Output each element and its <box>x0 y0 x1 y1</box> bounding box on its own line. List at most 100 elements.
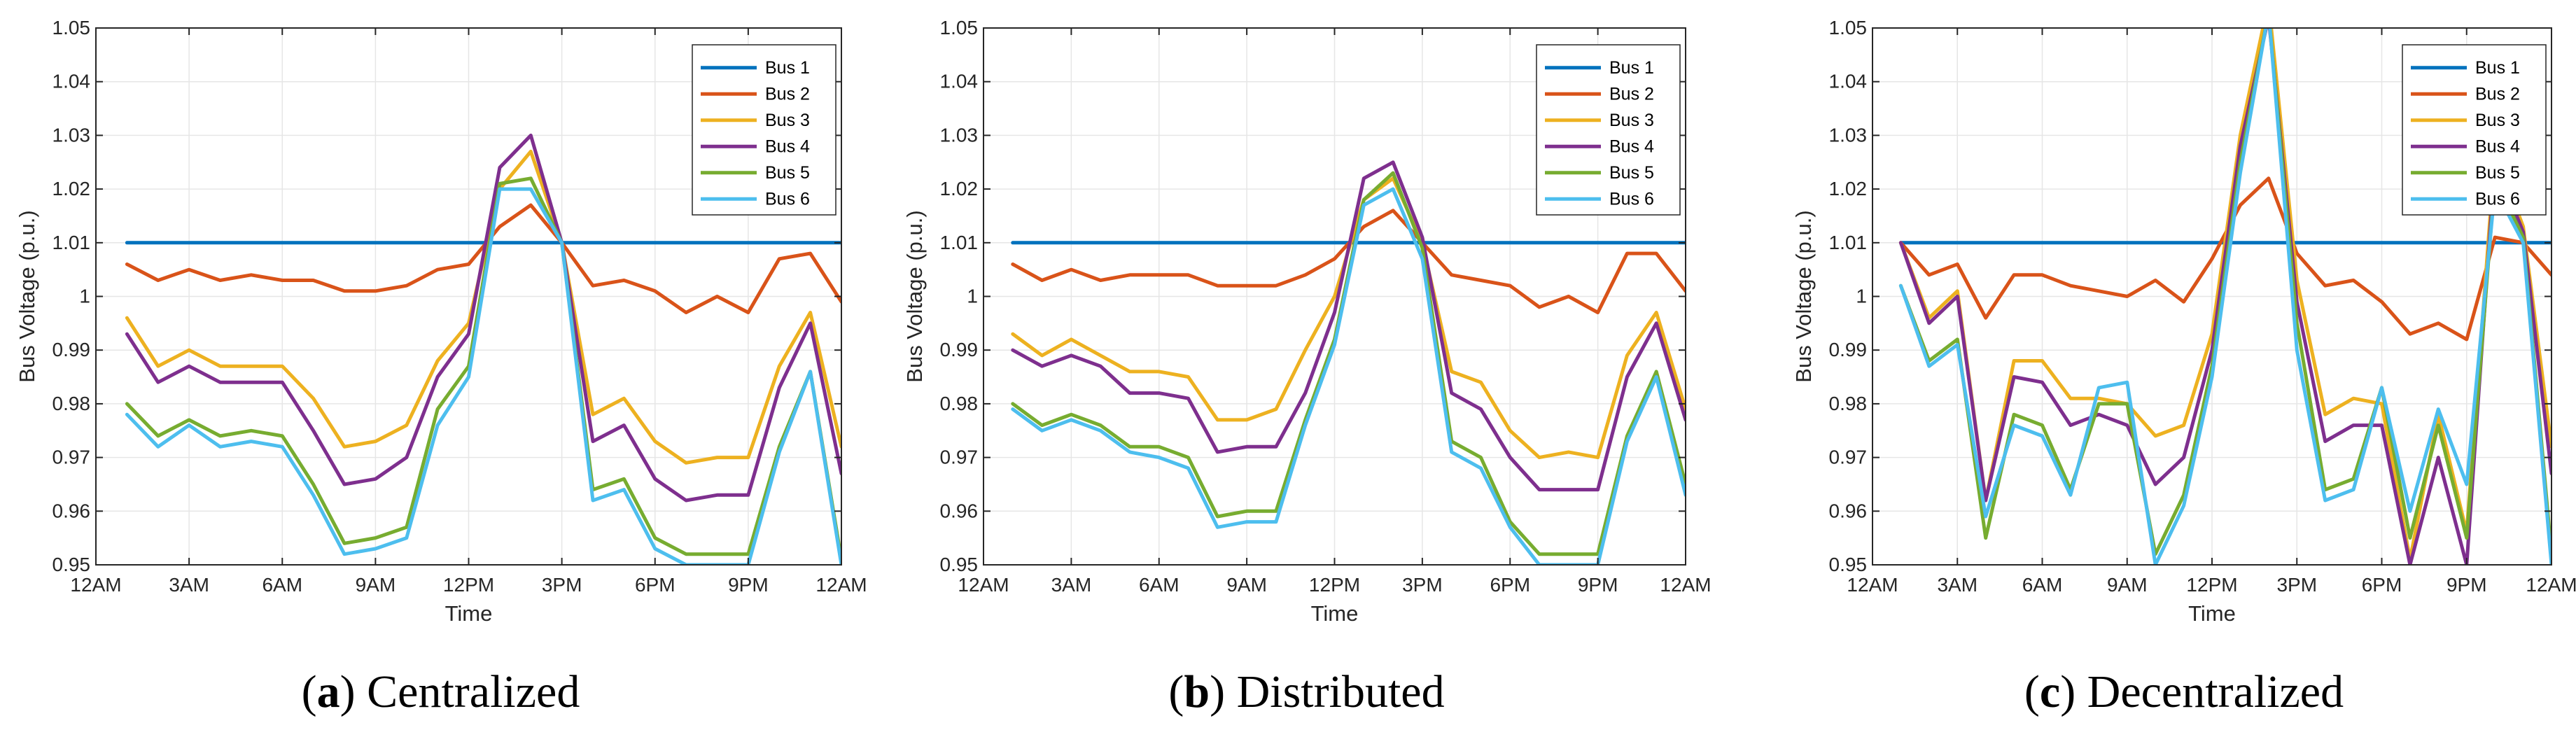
x-tick-label: 3PM <box>542 574 582 596</box>
series-line-bus-5 <box>125 176 841 561</box>
y-tick-label: 1.02 <box>940 178 979 199</box>
caption-paren-close: ) <box>340 666 367 717</box>
caption-paren-open: ( <box>302 666 317 717</box>
caption-letter: c <box>2040 666 2060 717</box>
legend: Bus 1 Bus 2 Bus 3 Bus 4 Bus 5 Bus 6 <box>2402 44 2547 216</box>
y-tick-label: 0.96 <box>52 500 91 521</box>
x-tick-label: 12PM <box>1309 574 1360 596</box>
x-tick-label: 12AM <box>816 574 867 596</box>
series-line-bus-6 <box>1898 28 2552 565</box>
y-tick-label: 0.97 <box>940 447 979 468</box>
x-tick-label: 9PM <box>2446 574 2487 596</box>
y-tick-label: 1 <box>1856 286 1867 307</box>
legend: Bus 1 Bus 2 Bus 3 Bus 4 Bus 5 Bus 6 <box>1536 44 1681 216</box>
legend-box <box>692 44 836 216</box>
x-tick-label: 12AM <box>2526 574 2576 596</box>
x-tick-label: 12PM <box>2186 574 2237 596</box>
chart-panel-b: 0.95 0.96 0.97 0.98 0.99 1 1.01 1.02 1.03 1.04 1.0… <box>902 17 1712 717</box>
y-tick-label: 1.02 <box>1829 178 1868 199</box>
y-axis-title: Bus Voltage (p.u.) <box>15 210 39 382</box>
y-tick-label: 0.99 <box>1829 339 1868 360</box>
x-tick-label: 9PM <box>1578 574 1618 596</box>
x-axis-title: Time <box>1311 601 1359 626</box>
legend-label: Bus 4 <box>1609 136 1654 156</box>
panel-caption: (c) Decentralized <box>2024 666 2344 717</box>
caption-text: Decentralized <box>2087 666 2344 717</box>
legend-label: Bus 2 <box>765 84 810 104</box>
legend: Bus 1 Bus 2 Bus 3 Bus 4 Bus 5 Bus 6 <box>692 44 836 216</box>
caption-text: Centralized <box>367 666 580 717</box>
legend-label: Bus 1 <box>1609 58 1654 78</box>
x-tick-label: 12AM <box>958 574 1009 596</box>
series-group <box>1898 28 2552 565</box>
x-tick-label: 12AM <box>70 574 121 596</box>
legend-label: Bus 6 <box>2475 189 2520 209</box>
y-tick-label: 1.05 <box>1829 17 1868 38</box>
y-tick-label: 0.99 <box>52 339 91 360</box>
x-tick-label: 3AM <box>1051 574 1092 596</box>
y-tick-label: 1 <box>967 286 978 307</box>
y-tick-label: 0.98 <box>940 393 979 414</box>
legend-label: Bus 6 <box>765 189 810 209</box>
legend-label: Bus 3 <box>1609 111 1654 130</box>
legend-label: Bus 3 <box>765 111 810 130</box>
chart-panel-a: 0.95 0.96 0.97 0.98 0.99 1 1.01 1.02 1.03 1.04 1.0… <box>15 17 867 717</box>
x-tick-label: 3PM <box>2276 574 2317 596</box>
x-tick-label: 6PM <box>1490 574 1530 596</box>
chart-panel-c: 0.95 0.96 0.97 0.98 0.99 1 1.01 1.02 1.03 1.04 1.0… <box>1791 17 2576 717</box>
caption-paren-close: ) <box>1210 666 1236 717</box>
y-tick-label: 0.95 <box>1829 554 1868 575</box>
x-axis-title: Time <box>445 601 493 626</box>
series-group <box>1011 160 1686 565</box>
y-tick-label: 0.95 <box>940 554 979 575</box>
x-tick-label: 6AM <box>262 574 302 596</box>
y-tick-label: 1.05 <box>940 17 979 38</box>
caption-letter: a <box>317 666 340 717</box>
series-line-bus-3 <box>1898 28 2552 561</box>
series-line-bus-4 <box>1898 28 2552 565</box>
y-tick-label: 0.96 <box>1829 500 1868 521</box>
x-tick-label: 12AM <box>1660 574 1711 596</box>
y-tick-label: 1 <box>79 286 90 307</box>
y-tick-label: 1.04 <box>1829 71 1868 92</box>
legend-label: Bus 1 <box>2475 58 2520 78</box>
y-tick-label: 1.01 <box>52 232 91 253</box>
legend-box <box>1536 44 1681 216</box>
x-tick-label: 9AM <box>1226 574 1267 596</box>
y-axis-title: Bus Voltage (p.u.) <box>902 210 927 382</box>
x-tick-label: 9AM <box>2107 574 2148 596</box>
y-tick-label: 1.04 <box>940 71 979 92</box>
caption-letter: b <box>1184 666 1210 717</box>
legend-label: Bus 2 <box>2475 84 2520 104</box>
x-tick-label: 6AM <box>1139 574 1180 596</box>
y-tick-label: 1.03 <box>52 124 91 146</box>
caption-text: Distributed <box>1237 666 1445 717</box>
y-tick-label: 1.04 <box>52 71 91 92</box>
y-tick-label: 0.95 <box>52 554 91 575</box>
y-tick-label: 0.97 <box>52 447 91 468</box>
series-line-bus-6 <box>1011 187 1686 565</box>
caption-paren-open: ( <box>1168 666 1184 717</box>
y-tick-label: 1.01 <box>1829 232 1868 253</box>
legend-label: Bus 3 <box>2475 111 2520 130</box>
x-tick-label: 3AM <box>1937 574 1977 596</box>
legend-label: Bus 5 <box>765 163 810 183</box>
x-tick-label: 6PM <box>635 574 676 596</box>
y-tick-label: 1.02 <box>52 178 91 199</box>
x-tick-label: 9PM <box>728 574 769 596</box>
y-tick-label: 0.99 <box>940 339 979 360</box>
y-tick-label: 1.03 <box>940 124 979 146</box>
legend-box <box>2402 44 2547 216</box>
caption-paren-open: ( <box>2024 666 2040 717</box>
legend-label: Bus 5 <box>2475 163 2520 183</box>
y-tick-label: 1.03 <box>1829 124 1868 146</box>
y-tick-label: 0.98 <box>52 393 91 414</box>
y-tick-label: 0.97 <box>1829 447 1868 468</box>
caption-paren-close: ) <box>2060 666 2087 717</box>
y-axis-title: Bus Voltage (p.u.) <box>1791 210 1816 382</box>
y-tick-label: 1.01 <box>940 232 979 253</box>
legend-label: Bus 4 <box>765 136 810 156</box>
legend-label: Bus 2 <box>1609 84 1654 104</box>
